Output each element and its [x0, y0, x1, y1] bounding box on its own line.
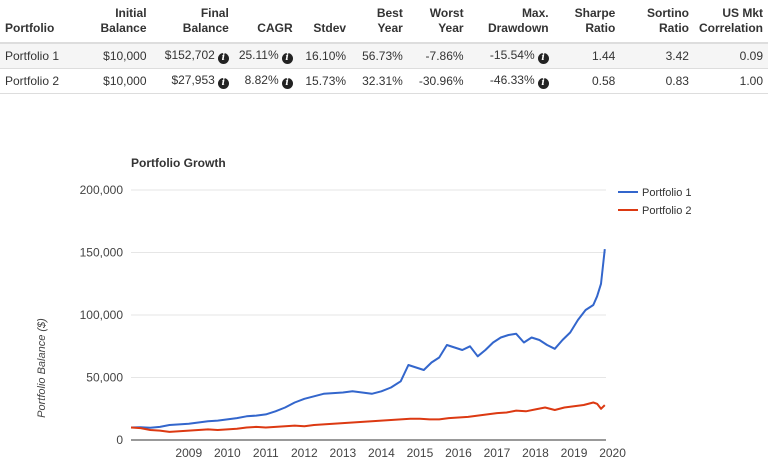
chart-title: Portfolio Growth — [131, 156, 226, 170]
header-portfolio: Portfolio — [0, 0, 88, 44]
cell-portfolio: Portfolio 2 — [0, 68, 88, 94]
portfolio-growth-chart: Portfolio Growth 0 50,000 100,000 150,000 20… — [36, 156, 692, 460]
cell-worst-year: -30.96% — [407, 68, 469, 94]
info-icon[interactable]: i — [537, 53, 549, 64]
x-tick-label: 2019 — [561, 446, 588, 460]
cell-sharpe-ratio: 1.44 — [553, 43, 621, 69]
cell-initial-balance: $10,000 — [87, 68, 152, 94]
info-icon[interactable]: i — [217, 53, 229, 64]
series-line-1 — [130, 248, 606, 429]
info-icon[interactable]: i — [217, 78, 229, 89]
cell-cagr: 25.11% i — [233, 43, 298, 69]
cell-sortino-ratio: 3.42 — [620, 43, 694, 69]
x-tick-label: 2009 — [175, 446, 202, 460]
y-tick-label: 200,000 — [80, 183, 124, 197]
x-tick-label: 2016 — [445, 446, 472, 460]
y-axis-ticks: 0 50,000 100,000 150,000 200,000 — [80, 183, 124, 447]
cell-max-drawdown: -46.33% i — [468, 68, 554, 94]
cell-initial-balance: $10,000 — [87, 43, 152, 69]
legend-label: Portfolio 2 — [642, 205, 692, 217]
header-max-drawdown: Max. Drawdown — [468, 0, 554, 44]
cell-us-mkt-correlation: 0.09 — [693, 43, 768, 69]
cell-stdev: 16.10% — [297, 43, 352, 69]
legend-label: Portfolio 1 — [642, 187, 692, 199]
header-us-mkt-correlation: US Mkt Correlation — [693, 0, 768, 44]
header-cagr: CAGR — [233, 0, 298, 44]
y-tick-label: 150,000 — [80, 246, 124, 260]
header-initial-balance: Initial Balance — [87, 0, 152, 44]
x-axis-ticks: 2009 2010 2011 2012 2013 2014 2015 2016 2017 2018… — [175, 446, 626, 460]
cell-portfolio: Portfolio 1 — [0, 43, 88, 69]
table-header-row: Portfolio Initial Balance Final Balance … — [0, 0, 768, 44]
y-axis-title: Portfolio Balance ($) — [36, 318, 48, 418]
table-row: Portfolio 2 $10,000 $27,953 i 8.82% i 15.7… — [0, 68, 768, 94]
chart-gridlines — [131, 189, 606, 441]
cell-best-year: 56.73% — [351, 43, 408, 69]
info-icon[interactable]: i — [281, 78, 293, 89]
series-line-2 — [130, 401, 606, 433]
chart-series — [130, 248, 606, 433]
x-tick-label: 2018 — [522, 446, 549, 460]
header-sharpe-ratio: Sharpe Ratio — [553, 0, 621, 44]
header-worst-year: Worst Year — [407, 0, 469, 44]
table-row: Portfolio 1 $10,000 $152,702 i 25.11% i 16… — [0, 43, 768, 69]
cell-cagr: 8.82% i — [233, 68, 298, 94]
header-stdev: Stdev — [297, 0, 352, 44]
cell-best-year: 32.31% — [351, 68, 408, 94]
stats-table: Portfolio Initial Balance Final Balance … — [0, 0, 768, 94]
x-tick-label: 2012 — [291, 446, 318, 460]
info-icon[interactable]: i — [281, 53, 293, 64]
y-tick-label: 100,000 — [80, 308, 124, 322]
x-tick-label: 2014 — [368, 446, 395, 460]
cell-sharpe-ratio: 0.58 — [553, 68, 621, 94]
x-tick-label: 2010 — [214, 446, 241, 460]
x-tick-label: 2013 — [330, 446, 357, 460]
cell-us-mkt-correlation: 1.00 — [693, 68, 768, 94]
cell-stdev: 15.73% — [297, 68, 352, 94]
x-tick-label: 2015 — [407, 446, 434, 460]
cell-final-balance: $152,702 i — [151, 43, 234, 69]
cell-sortino-ratio: 0.83 — [620, 68, 694, 94]
cell-max-drawdown: -15.54% i — [468, 43, 554, 69]
info-icon[interactable]: i — [537, 78, 549, 89]
y-tick-label: 50,000 — [86, 371, 123, 385]
cell-final-balance: $27,953 i — [151, 68, 234, 94]
y-tick-label: 0 — [116, 433, 123, 447]
cell-worst-year: -7.86% — [407, 43, 469, 69]
chart-legend: Portfolio 1 Portfolio 2 — [618, 187, 692, 217]
x-tick-label: 2011 — [253, 446, 279, 460]
x-tick-label: 2017 — [484, 446, 511, 460]
header-sortino-ratio: Sortino Ratio — [620, 0, 694, 44]
x-tick-label: 2020 — [599, 446, 626, 460]
header-best-year: Best Year — [351, 0, 408, 44]
header-final-balance: Final Balance — [151, 0, 234, 44]
